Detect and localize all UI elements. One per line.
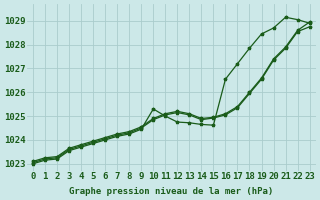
X-axis label: Graphe pression niveau de la mer (hPa): Graphe pression niveau de la mer (hPa) (69, 187, 274, 196)
